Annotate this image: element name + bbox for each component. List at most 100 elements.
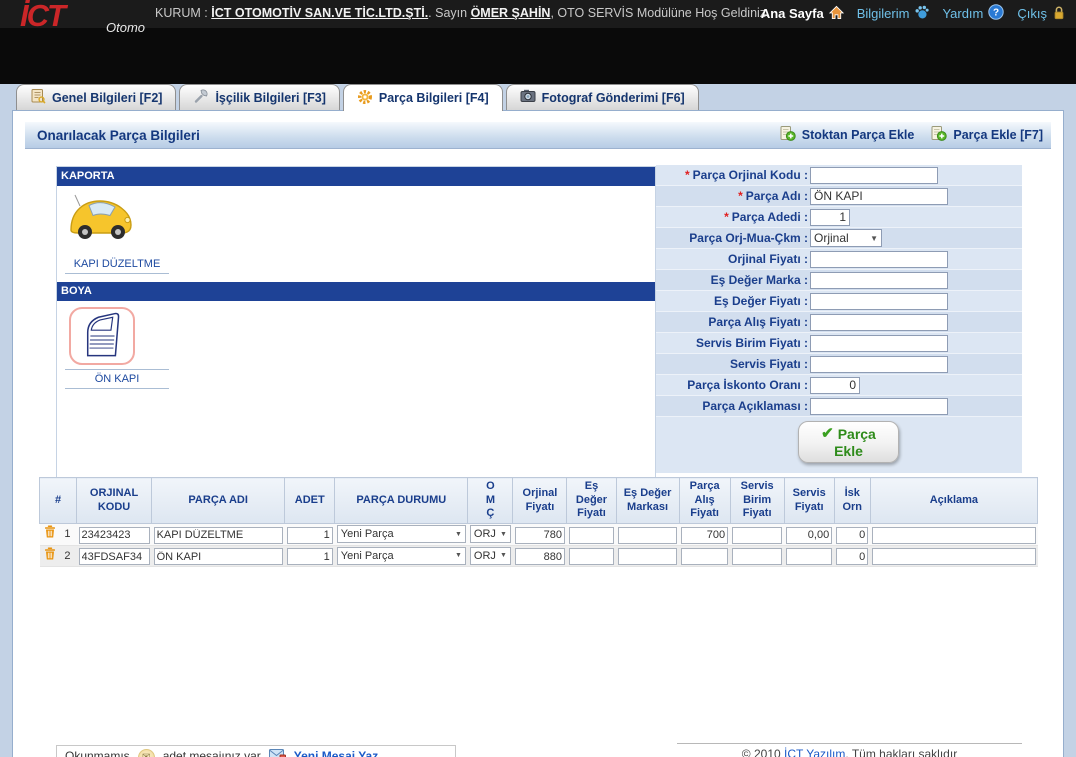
stoktan-parca-ekle-button[interactable]: Stoktan Parça Ekle	[779, 125, 914, 145]
es-deger-marka-cell-input[interactable]	[618, 548, 678, 565]
form-row: Parça Açıklaması :	[656, 396, 1022, 417]
form-row: Parça Alış Fiyatı :	[656, 312, 1022, 333]
nav-bilgilerim[interactable]: Bilgilerim	[857, 5, 930, 23]
parca-orj-mua-ckm-select[interactable]: Orjinal ▼	[810, 229, 882, 247]
tab-parca-bilgileri[interactable]: Parça Bilgileri [F4]	[342, 84, 503, 111]
form-row: Orjinal Fiyatı :	[656, 249, 1022, 270]
form-row: * Parça Orjinal Kodu :	[656, 165, 1022, 186]
servis-birim-cell-input[interactable]	[732, 548, 783, 565]
servis-birim-fiyati-input[interactable]	[810, 334, 948, 352]
form-row: Servis Birim Fiyatı :	[656, 333, 1022, 354]
check-icon: ✔	[821, 425, 834, 443]
alis-fiyat-cell-input[interactable]	[681, 548, 729, 565]
field-label: Parça Açıklaması :	[702, 399, 808, 413]
parca-aciklamasi-input[interactable]	[810, 397, 948, 415]
isk-orn-cell-input[interactable]	[836, 548, 869, 565]
servis-birim-cell-input[interactable]	[732, 526, 783, 544]
es-deger-marka-cell-input[interactable]	[618, 526, 678, 544]
nav-yardim[interactable]: Yardım ?	[942, 4, 1005, 23]
dropdown-arrow-icon: ▼	[454, 552, 462, 560]
omc-cell-select[interactable]: ORJ ▼	[469, 546, 511, 565]
tab-fotograf-gonderimi[interactable]: Fotograf Gönderimi [F6]	[505, 84, 699, 110]
col-header-adet: ADET	[284, 477, 336, 524]
yeni-mesaj-yaz-link[interactable]: Yeni Mesaj Yaz	[293, 749, 379, 757]
select-value: Yeni Parça	[340, 549, 394, 562]
servis-fiyat-cell-input[interactable]	[786, 548, 833, 565]
user-link[interactable]: ÖMER ŞAHİN	[470, 6, 551, 20]
field-label: Parça Adı :	[745, 189, 808, 203]
aciklama-cell-input[interactable]	[872, 548, 1036, 565]
orjinal-fiyati-input[interactable]	[810, 250, 948, 268]
section-actions: Stoktan Parça Ekle Parça Ekle [F7]	[779, 125, 1043, 145]
field-label: Parça Orjinal Kodu :	[692, 168, 808, 182]
after-kurum-text: . Sayın	[428, 6, 468, 20]
es-deger-fiyati-input[interactable]	[810, 292, 948, 310]
tab-fotograf-label: Fotograf Gönderimi [F6]	[541, 90, 685, 105]
nav-home[interactable]: Ana Sayfa	[761, 5, 844, 23]
form-row: * Parça Adedi :	[656, 207, 1022, 228]
parca-iskonto-orani-input[interactable]	[810, 376, 860, 394]
car-icon[interactable]	[65, 192, 137, 251]
notebook-icon	[30, 88, 46, 107]
es-deger-fiyat-cell-input[interactable]	[568, 526, 615, 544]
form-row: Eş Değer Marka :	[656, 270, 1022, 291]
orjinal-fiyat-cell-input[interactable]	[514, 548, 565, 565]
door-icon[interactable]	[69, 307, 135, 365]
tab-bar: Genel Bilgileri [F2] İşçilik Bilgileri […	[16, 84, 699, 111]
col-header-omc: O M Ç	[467, 477, 514, 524]
tab-genel-bilgileri[interactable]: Genel Bilgileri [F2]	[16, 84, 177, 110]
boya-item-label[interactable]: ÖN KAPI	[65, 369, 169, 389]
servis-fiyat-cell-input[interactable]	[786, 526, 833, 544]
adi-cell-input[interactable]	[153, 526, 283, 544]
es-deger-fiyat-cell-input[interactable]	[568, 548, 615, 565]
isk-orn-cell-input[interactable]	[836, 526, 869, 544]
adet-cell-input[interactable]	[286, 548, 333, 565]
form-row: Parça İskonto Oranı :	[656, 375, 1022, 396]
msg-suffix: adet mesajınız var	[162, 749, 261, 757]
add-document-icon	[779, 125, 796, 145]
msg-prefix: Okunmamış	[65, 749, 130, 757]
kurum-link[interactable]: İCT OTOMOTİV SAN.VE TİC.LTD.ŞTİ.	[211, 6, 429, 20]
row-number: 1	[64, 528, 71, 541]
trash-icon[interactable]	[44, 547, 56, 565]
adi-cell-input[interactable]	[153, 548, 283, 565]
dropdown-arrow-icon: ▼	[499, 530, 507, 538]
nav-cikis[interactable]: Çıkış	[1017, 5, 1066, 23]
durum-cell-select[interactable]: Yeni Parça ▼	[336, 546, 466, 565]
table-header-row: # ORJINAL KODU PARÇA ADI ADET PARÇA DURU…	[38, 477, 1039, 524]
es-deger-marka-input[interactable]	[810, 271, 948, 289]
question-icon: ?	[988, 4, 1005, 23]
boya-item-block: ÖN KAPI	[57, 301, 655, 389]
kaporta-item-block: KAPI DÜZELTME	[57, 186, 655, 274]
nav-bilgilerim-label: Bilgilerim	[856, 6, 910, 21]
parca-alis-fiyati-input[interactable]	[810, 313, 948, 331]
parca-ekle-f7-button[interactable]: Parça Ekle [F7]	[930, 125, 1043, 145]
kodu-cell-input[interactable]	[78, 548, 150, 565]
omc-cell-select[interactable]: ORJ ▼	[469, 525, 511, 544]
alis-fiyat-cell-input[interactable]	[681, 526, 729, 544]
tab-iscilik-bilgileri[interactable]: İşçilik Bilgileri [F3]	[179, 84, 340, 110]
col-header-es-deger-fiyati: Eş Değer Fiyatı	[566, 477, 617, 524]
top-navigation: Ana Sayfa Bilgilerim Yardım ? Çıkış	[761, 4, 1066, 23]
parca-ekle-button[interactable]: ✔ Parça Ekle	[798, 421, 899, 463]
aciklama-cell-input[interactable]	[872, 526, 1036, 544]
servis-fiyati-input[interactable]	[810, 355, 948, 373]
col-header-aciklama: Açıklama	[869, 477, 1039, 524]
ict-yazilim-link[interactable]: İCT Yazılım	[784, 747, 846, 757]
parts-table: # ORJINAL KODU PARÇA ADI ADET PARÇA DURU…	[38, 477, 1039, 567]
kodu-cell-input[interactable]	[78, 526, 150, 544]
parca-orjinal-kodu-input[interactable]	[810, 166, 938, 184]
select-value: Yeni Parça	[340, 528, 394, 541]
parca-adedi-input[interactable]	[810, 208, 850, 226]
envelope-icon: ✉	[137, 749, 155, 757]
trash-icon[interactable]	[44, 525, 56, 543]
parca-adi-input[interactable]	[810, 187, 948, 205]
main-panel: Onarılacak Parça Bilgileri Stoktan Parça…	[12, 110, 1064, 757]
adet-cell-input[interactable]	[286, 526, 333, 544]
durum-cell-select[interactable]: Yeni Parça ▼	[336, 525, 466, 544]
orjinal-fiyat-cell-input[interactable]	[514, 526, 565, 544]
category-boya-header: BOYA	[57, 282, 655, 301]
kaporta-item-label[interactable]: KAPI DÜZELTME	[65, 255, 169, 274]
col-header-servis-fiyati: Servis Fiyatı	[783, 477, 835, 524]
category-kaporta-header: KAPORTA	[57, 167, 655, 186]
